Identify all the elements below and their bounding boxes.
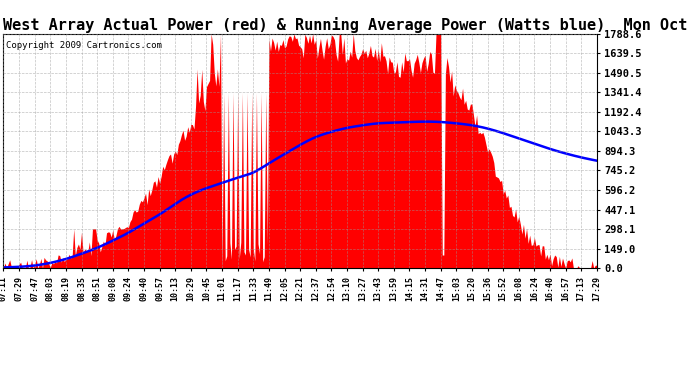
Text: Copyright 2009 Cartronics.com: Copyright 2009 Cartronics.com xyxy=(6,41,162,50)
Text: West Array Actual Power (red) & Running Average Power (Watts blue)  Mon Oct 19 1: West Array Actual Power (red) & Running … xyxy=(3,16,690,33)
